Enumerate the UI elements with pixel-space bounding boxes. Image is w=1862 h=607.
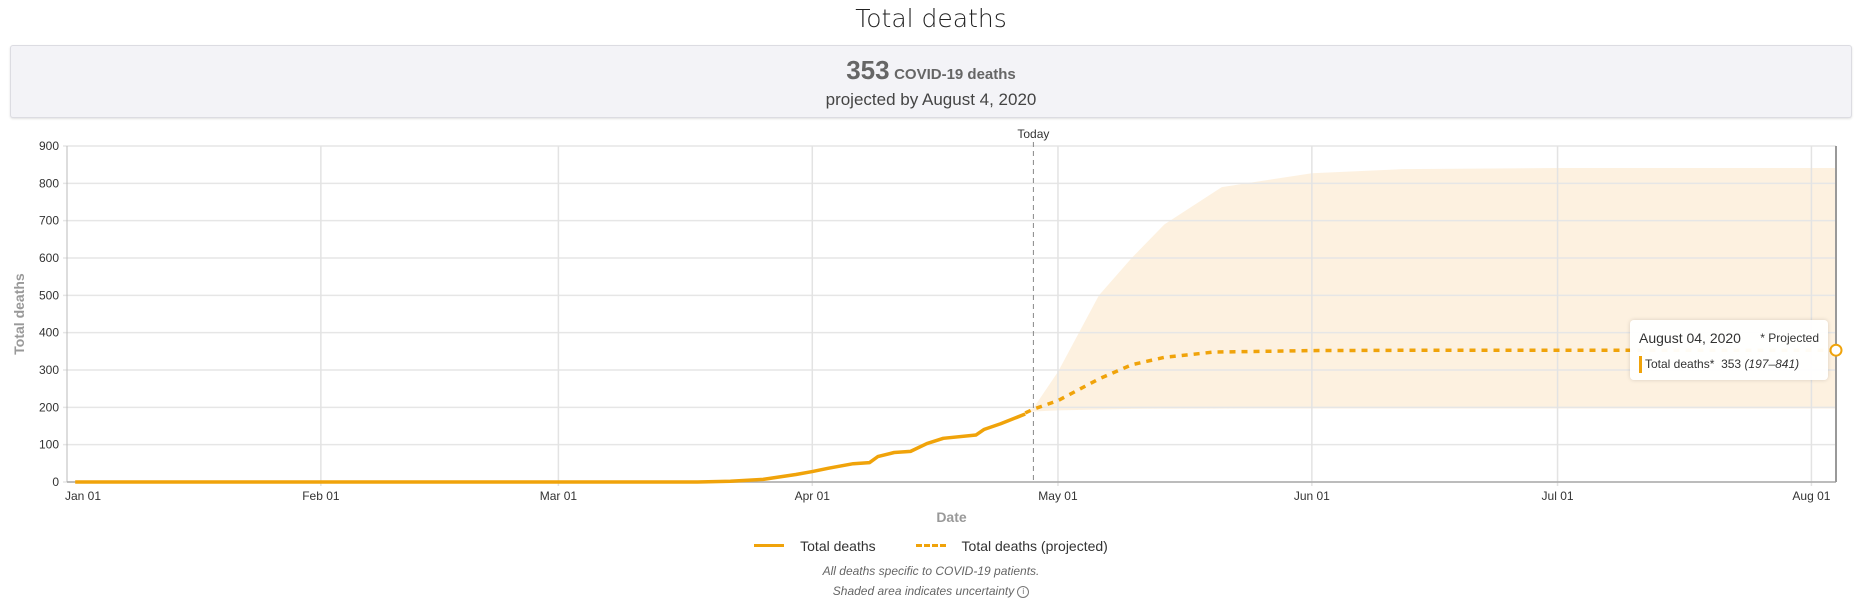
y-tick-label: 600 xyxy=(39,251,59,265)
y-tick-label: 100 xyxy=(39,438,59,452)
y-tick-label: 800 xyxy=(39,176,59,190)
x-axis-title: Date xyxy=(936,509,967,525)
summary-subtitle: projected by August 4, 2020 xyxy=(825,90,1037,109)
total-deaths-line xyxy=(75,412,1026,484)
footnote-1: All deaths specific to COVID-19 patients… xyxy=(822,564,1040,578)
y-tick-label: 700 xyxy=(39,214,59,228)
y-tick-label: 0 xyxy=(52,475,59,489)
x-tick-label: Mar 01 xyxy=(540,489,578,503)
legend-label: Total deaths xyxy=(800,537,876,554)
x-tick-label: Jan 01 xyxy=(65,489,101,503)
y-tick-label: 900 xyxy=(39,139,59,153)
hover-point-marker xyxy=(1829,343,1843,357)
footnote-2: Shaded area indicates uncertainty i xyxy=(0,584,1862,598)
legend-item-total-deaths[interactable]: Total deaths xyxy=(754,538,876,554)
y-tick-label: 300 xyxy=(39,363,59,377)
chart-title: Total deaths xyxy=(855,4,1007,33)
legend-item-projected[interactable]: Total deaths (projected) xyxy=(915,537,1108,554)
tooltip-projected-note: * Projected xyxy=(1760,331,1819,345)
projected-deaths-line xyxy=(1024,348,1836,415)
tooltip-value: 353 xyxy=(1721,357,1742,371)
dashed-line-swatch-icon xyxy=(915,544,946,547)
summary-value: 353 xyxy=(846,55,890,85)
y-tick-label: 200 xyxy=(39,400,59,414)
legend: Total deaths Total deaths (projected) xyxy=(0,534,1862,554)
y-tick-label: 500 xyxy=(39,288,59,302)
tooltip-date: August 04, 2020 xyxy=(1639,330,1741,346)
tooltip-row: Total deaths* 353 (197–841) xyxy=(1639,356,1799,373)
y-tick-label: 400 xyxy=(39,326,59,340)
summary-box: 353 COVID-19 deaths projected by August … xyxy=(10,45,1852,118)
x-tick-label: May 01 xyxy=(1038,489,1078,503)
x-tick-label: Jun 01 xyxy=(1294,489,1330,503)
x-tick-label: Apr 01 xyxy=(795,489,831,503)
tooltip-series-label: Total deaths* xyxy=(1645,357,1715,371)
footnote-2-text: Shaded area indicates uncertainty xyxy=(832,584,1015,598)
summary-unit: COVID-19 deaths xyxy=(894,66,1016,83)
solid-line-swatch-icon xyxy=(754,544,785,547)
tooltip: August 04, 2020 * Projected Total deaths… xyxy=(1630,320,1828,380)
today-label: Today xyxy=(1017,127,1049,141)
x-tick-label: Aug 01 xyxy=(1792,489,1830,503)
legend-label: Total deaths (projected) xyxy=(961,537,1108,554)
info-icon[interactable]: i xyxy=(1017,585,1030,598)
y-axis-title: Total deaths xyxy=(11,273,27,355)
x-tick-label: Jul 01 xyxy=(1542,489,1574,503)
x-tick-label: Feb 01 xyxy=(302,489,340,503)
tooltip-range: (197–841) xyxy=(1744,357,1800,371)
